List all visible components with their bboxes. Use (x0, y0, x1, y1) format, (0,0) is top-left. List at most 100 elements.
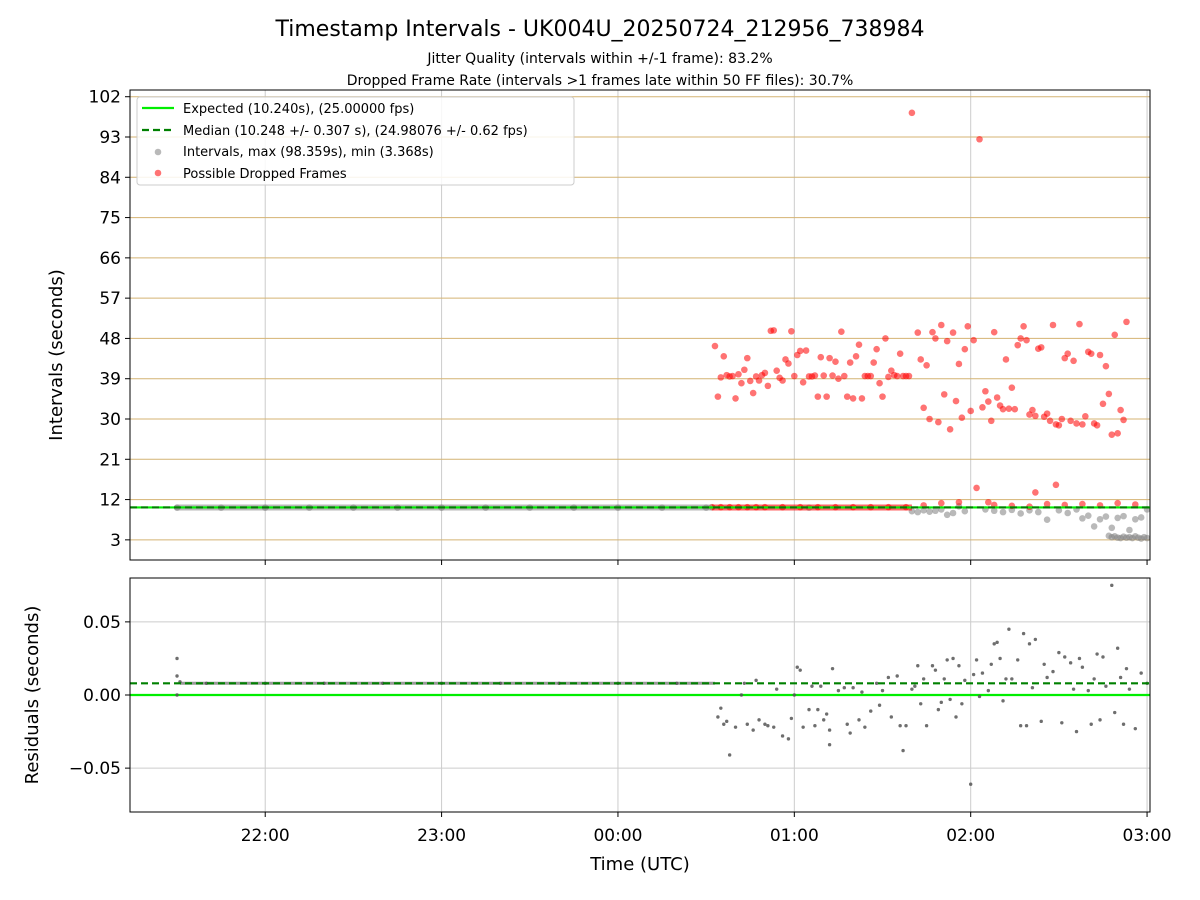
interval-point (1064, 509, 1071, 517)
dropped-frame-point (964, 323, 972, 330)
x-axis-label: Time (UTC) (589, 854, 690, 875)
residual-point (1077, 656, 1082, 661)
residual-point (1101, 655, 1105, 659)
residual-point (992, 642, 996, 646)
residual-point (1007, 627, 1011, 631)
residual-point (1016, 658, 1020, 662)
dropped-frame-point (817, 353, 825, 361)
residual-point (995, 640, 999, 645)
dropped-frame-point (738, 379, 745, 387)
residual-point (863, 725, 867, 729)
dropped-frame-point (926, 415, 933, 423)
top-y-tick-label: 12 (99, 491, 121, 511)
dropped-frame-point (796, 347, 804, 355)
residual-point (1074, 729, 1079, 734)
residual-point (945, 658, 949, 662)
dropped-frame-point (799, 378, 807, 386)
interval-point (1055, 507, 1063, 514)
residual-point (842, 685, 846, 690)
residual-point (1068, 661, 1073, 665)
residual-point (716, 715, 720, 719)
dropped-frame-point (1096, 351, 1104, 359)
residual-point (830, 666, 835, 671)
residual-point (1045, 675, 1049, 680)
residual-point (792, 693, 797, 697)
interval-point (990, 507, 998, 515)
bottom-y-tick-label: 0.05 (83, 613, 121, 633)
top-y-tick-label: 30 (99, 410, 121, 430)
dropped-frame-point (1105, 390, 1113, 398)
residual-point (877, 703, 882, 707)
dropped-frame-point (1102, 362, 1110, 370)
residual-point (869, 709, 873, 713)
top-y-tick-label: 3 (110, 531, 121, 551)
dropped-frame-point (893, 372, 901, 380)
dropped-frame-point (1114, 430, 1121, 437)
dropped-frame-point (835, 375, 842, 383)
x-tick-label: 00:00 (593, 826, 642, 846)
residual-point (963, 678, 967, 683)
residual-point (739, 693, 744, 697)
dropped-frame-point (999, 405, 1007, 413)
bottom-panel: 22:00 23:00 00:00 01:00 02:00 03:00 −0.05 0.00 0… (22, 577, 1172, 875)
residual-point (901, 748, 905, 753)
residual-point (807, 707, 811, 712)
dropped-frame-point (1020, 323, 1027, 330)
dropped-frame-point (985, 398, 992, 405)
top-y-tick-label: 39 (99, 370, 121, 390)
top-y-axis-label: Intervals (seconds) (46, 269, 67, 441)
dropped-frame-point (970, 336, 977, 344)
dropped-frame-point (1052, 481, 1060, 489)
residual-point (860, 690, 864, 694)
dropped-frame-point (1114, 499, 1121, 507)
dropped-frame-point (791, 372, 798, 380)
residual-point (1139, 671, 1143, 675)
dropped-frame-point (943, 337, 951, 345)
residual-point (819, 684, 823, 688)
residual-point (175, 674, 179, 678)
residual-point (1089, 722, 1093, 726)
chart-title: Timestamp Intervals - UK004U_20250724_21… (275, 17, 925, 42)
dropped-frame-point (717, 374, 725, 381)
dropped-frame-point (735, 370, 742, 378)
chart-subtitle-dropped: Dropped Frame Rate (intervals >1 frames … (347, 73, 854, 89)
dropped-frame-point (908, 109, 916, 117)
interval-point (1096, 515, 1104, 523)
top-y-tick-label: 84 (99, 168, 121, 188)
residual-point (827, 743, 832, 747)
bottom-y-axis-label: Residuals (seconds) (22, 606, 43, 785)
residual-point (1024, 724, 1029, 728)
interval-point (949, 509, 957, 517)
dropped-frame-point (729, 372, 736, 380)
dropped-frame-point (1058, 415, 1066, 423)
dropped-frame-point (770, 327, 778, 334)
bottom-y-tick-label: −0.05 (69, 759, 121, 779)
residual-point (742, 681, 747, 685)
residual-point (745, 722, 749, 726)
dropped-frame-point (811, 372, 819, 379)
dropped-frame-point (1079, 421, 1086, 428)
residual-point (1004, 677, 1008, 681)
dropped-frame-point (849, 395, 857, 402)
residual-point (175, 693, 179, 697)
residual-point (1113, 710, 1117, 715)
dropped-frame-point (961, 345, 969, 353)
dropped-frame-point (982, 387, 989, 395)
residual-point (733, 725, 738, 729)
dropped-frame-point (1123, 318, 1130, 326)
dropped-frame-point (985, 498, 992, 506)
residual-point (813, 724, 817, 728)
residual-point (751, 728, 755, 732)
interval-point (1034, 508, 1042, 516)
dropped-frame-point (788, 327, 795, 335)
residual-point (1115, 646, 1120, 650)
residual-point (798, 668, 802, 672)
interval-point (1132, 515, 1139, 523)
residual-point (824, 712, 829, 716)
dropped-frame-point (1023, 336, 1030, 344)
residual-point (971, 672, 976, 677)
residual-point (957, 664, 961, 668)
residual-point (1118, 675, 1123, 680)
dropped-frame-point (823, 393, 830, 400)
